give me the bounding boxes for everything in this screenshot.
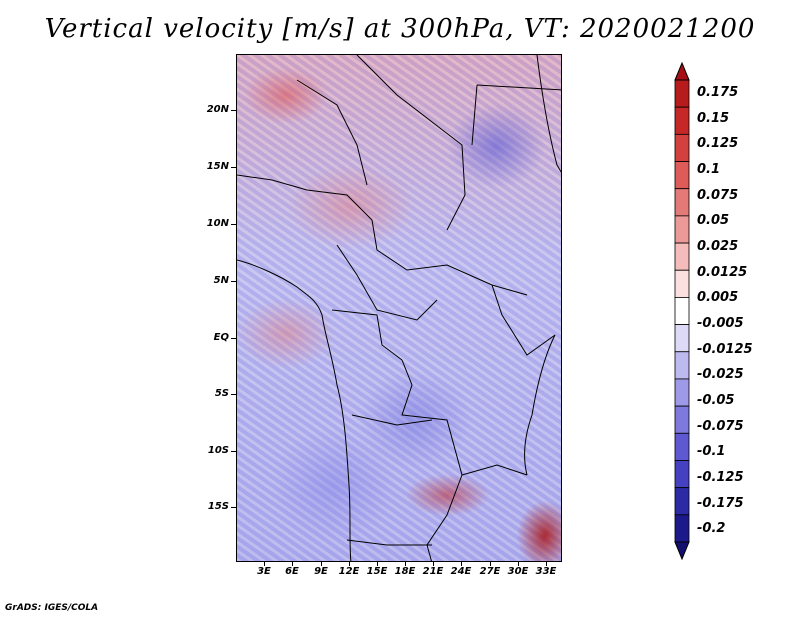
colorbar-segment — [674, 133, 690, 162]
map-panel — [236, 54, 562, 562]
lon-label: 27E — [479, 566, 501, 577]
colorbar-label: -0.2 — [697, 521, 726, 537]
colorbar-label: 0.05 — [697, 213, 730, 229]
colorbar-label: -0.1 — [697, 444, 726, 460]
colorbar-segment — [674, 351, 690, 380]
colorbar-segment — [674, 215, 690, 244]
colorbar-segment — [674, 269, 690, 298]
colorbar-segment — [674, 106, 690, 135]
colorbar-segment — [674, 79, 690, 108]
lon-label: 18E — [394, 566, 416, 577]
colorbar-label: 0.175 — [697, 84, 739, 100]
colorbar-segment — [674, 161, 690, 190]
lon-label: 24E — [450, 566, 472, 577]
lon-label: 12E — [338, 566, 360, 577]
lon-label: 33E — [535, 566, 557, 577]
colorbar-label: 0.1 — [697, 161, 721, 177]
colorbar-segment — [674, 188, 690, 217]
colorbar-label: 0.15 — [697, 110, 730, 126]
plot-title: Vertical velocity [m/s] at 300hPa, VT: 2… — [44, 14, 756, 44]
colorbar-label: 0.075 — [697, 187, 739, 203]
colorbar-label: -0.0125 — [697, 341, 753, 357]
colorbar-segment — [674, 487, 690, 516]
lat-label: 5S — [214, 388, 229, 399]
colorbar-segment — [674, 242, 690, 271]
lat-label: EQ — [213, 332, 229, 343]
lon-label: 9E — [314, 566, 328, 577]
colorbar — [674, 62, 690, 560]
colorbar-top-arrow — [674, 62, 690, 81]
colorbar-segment — [674, 460, 690, 489]
lon-label: 30E — [507, 566, 529, 577]
lon-label: 6E — [285, 566, 299, 577]
lon-label: 3E — [257, 566, 271, 577]
colorbar-label: 0.025 — [697, 238, 739, 254]
colorbar-segment — [674, 378, 690, 407]
colorbar-segment — [674, 324, 690, 353]
grads-credit: GrADS: IGES/COLA — [5, 603, 99, 613]
colorbar-segment — [674, 514, 690, 543]
colorbar-segment — [674, 432, 690, 461]
colorbar-label: -0.175 — [697, 495, 744, 511]
colorbar-label: 0.0125 — [697, 264, 748, 280]
lon-label: 15E — [366, 566, 388, 577]
colorbar-label: -0.005 — [697, 315, 744, 331]
colorbar-bottom-arrow — [674, 541, 690, 560]
colorbar-label: 0.125 — [697, 136, 739, 152]
lat-label: 15S — [207, 501, 229, 512]
colorbar-label: -0.125 — [697, 469, 744, 485]
country-borders — [237, 55, 561, 561]
lat-label: 15N — [206, 161, 229, 172]
lat-label: 10N — [206, 218, 229, 229]
lat-label: 20N — [206, 104, 229, 115]
colorbar-label: -0.05 — [697, 392, 735, 408]
colorbar-label: -0.075 — [697, 418, 744, 434]
colorbar-label: 0.005 — [697, 290, 739, 306]
colorbar-label: -0.025 — [697, 367, 744, 383]
lat-label: 5N — [213, 275, 229, 286]
lon-label: 21E — [422, 566, 444, 577]
colorbar-segment — [674, 297, 690, 325]
lat-label: 10S — [207, 445, 229, 456]
colorbar-segment — [674, 405, 690, 434]
